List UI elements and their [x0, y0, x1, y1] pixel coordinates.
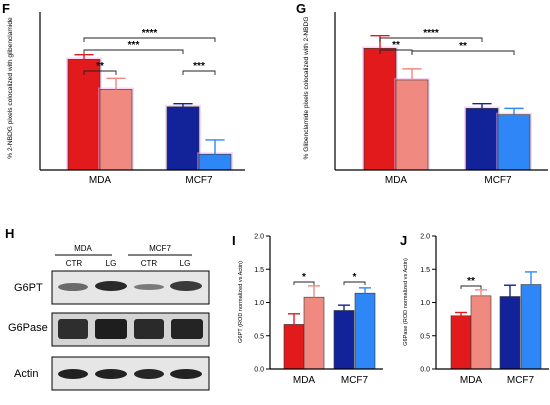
- significance-bracket-i-1: [343, 281, 366, 285]
- blot-band-g6pt-4: [170, 281, 202, 291]
- category-label-f-1: MCF7: [185, 175, 213, 186]
- bar-i-mda-0: [283, 324, 305, 370]
- y-tick-label-i-2: 1.0: [254, 300, 264, 307]
- bar-j-mcf7-1: [520, 284, 542, 370]
- bar-j-mcf7-0: [499, 296, 521, 370]
- significance-label-f-2: ****: [142, 28, 158, 39]
- blot-group-mda: MDA: [74, 244, 92, 253]
- category-label-f-0: MDA: [89, 175, 112, 186]
- blot-group-mcf7: MCF7: [149, 244, 171, 253]
- significance-label-i-1: *: [353, 272, 357, 283]
- y-axis-label-i: G6PT (ROD normalized vs Actin): [238, 261, 244, 343]
- bar-j-mda-0: [450, 315, 472, 370]
- y-axis-label-g: % Glibenclamide pixels colocalized with …: [303, 17, 310, 160]
- blot-band-g6pt-3: [134, 284, 164, 290]
- significance-bracket-j-0: [460, 285, 482, 289]
- blot-row-label-g6pase: G6Pase: [8, 322, 48, 334]
- significance-label-i-0: *: [302, 272, 306, 283]
- blot-band-g6pase-2: [95, 319, 127, 339]
- category-label-j-1: MCF7: [507, 375, 535, 386]
- bar-f-mcf7-0: [166, 106, 200, 171]
- blot-lane-2: LG: [106, 259, 117, 268]
- chart-j: G6Pase (ROD normalized vs Actin) 0.0 0.5 1.…: [403, 234, 549, 386]
- chart-g: % Glibenclamide pixels colocalized with …: [303, 12, 548, 186]
- significance-bracket-f-1: [83, 49, 184, 54]
- significance-bracket-f-3: [182, 70, 216, 75]
- blot-band-g6pt-2: [95, 281, 127, 291]
- y-tick-label-i-0: 0.0: [254, 367, 264, 374]
- significance-label-f-0: **: [96, 61, 104, 72]
- significance-label-f-3: ***: [193, 61, 205, 72]
- bar-g-mda-0: [363, 48, 397, 171]
- significance-bracket-f-2: [83, 37, 216, 42]
- blot-band-g6pase-1: [58, 319, 88, 339]
- bar-g-mcf7-1: [497, 114, 531, 171]
- blot-lane-4: LG: [180, 259, 191, 268]
- category-label-i-0: MDA: [293, 375, 316, 386]
- y-tick-label-j-3: 1.5: [420, 267, 430, 274]
- bar-f-mda-1: [99, 89, 133, 171]
- significance-label-g-0: **: [392, 40, 400, 51]
- y-tick-label-i-4: 2.0: [254, 234, 264, 241]
- panel-letter-j: J: [400, 233, 407, 248]
- bar-j-mda-1: [470, 295, 492, 370]
- y-axis-label-j: G6Pase (ROD normalized vs Actin): [403, 258, 409, 346]
- chart-f: % 2-NBDG pixels colocalized with glibenc…: [7, 12, 245, 186]
- panel-letter-g: G: [296, 1, 306, 16]
- y-tick-label-i-3: 1.5: [254, 267, 264, 274]
- category-label-j-0: MDA: [460, 375, 483, 386]
- blot-band-actin-2: [95, 369, 127, 379]
- panel-letter-i: I: [232, 233, 236, 248]
- bar-i-mda-1: [303, 296, 325, 370]
- y-tick-label-j-1: 0.5: [420, 333, 430, 340]
- y-tick-label-j-0: 0.0: [420, 367, 430, 374]
- category-label-g-1: MCF7: [484, 175, 512, 186]
- bar-f-mda-0: [67, 59, 101, 171]
- y-tick-label-j-2: 1.0: [420, 300, 430, 307]
- bar-f-mcf7-1: [198, 153, 232, 171]
- blot-lane-1: CTR: [66, 259, 83, 268]
- blot-band-actin-4: [170, 369, 202, 379]
- chart-i: G6PT (ROD normalized vs Actin) 0.0 0.5 1.0 1…: [238, 234, 383, 386]
- significance-bracket-g-2: [411, 50, 515, 55]
- western-blot: MDA MCF7 CTR LG CTR LG G6PT G6Pase Actin: [8, 244, 210, 391]
- bar-i-mcf7-1: [354, 292, 376, 370]
- blot-band-g6pase-3: [134, 319, 164, 339]
- significance-bracket-f-0: [83, 70, 117, 75]
- significance-label-g-1: ****: [423, 28, 439, 39]
- bar-g-mda-1: [395, 79, 429, 171]
- blot-band-g6pt-1: [58, 283, 88, 291]
- category-label-g-0: MDA: [385, 175, 408, 186]
- panel-letter-f: F: [2, 1, 10, 16]
- significance-label-g-2: **: [459, 41, 467, 52]
- y-tick-label-i-1: 0.5: [254, 333, 264, 340]
- significance-label-j-0: **: [467, 276, 475, 287]
- category-label-i-1: MCF7: [341, 375, 369, 386]
- blot-lane-3: CTR: [141, 259, 158, 268]
- bar-g-mcf7-0: [465, 108, 499, 171]
- significance-label-f-1: ***: [128, 40, 140, 51]
- blot-band-actin-3: [134, 369, 164, 379]
- y-tick-label-j-4: 2.0: [420, 234, 430, 241]
- blot-row-label-actin: Actin: [14, 368, 38, 380]
- panel-letter-h: H: [5, 226, 14, 241]
- y-axis-label-f: % 2-NBDG pixels colocalized with glibenc…: [7, 17, 14, 159]
- significance-bracket-g-1: [379, 37, 483, 42]
- blot-band-actin-1: [58, 369, 88, 379]
- blot-band-g6pase-4: [171, 319, 203, 339]
- blot-row-label-g6pt: G6PT: [14, 282, 43, 294]
- bar-i-mcf7-0: [333, 310, 355, 370]
- significance-bracket-i-0: [293, 281, 315, 285]
